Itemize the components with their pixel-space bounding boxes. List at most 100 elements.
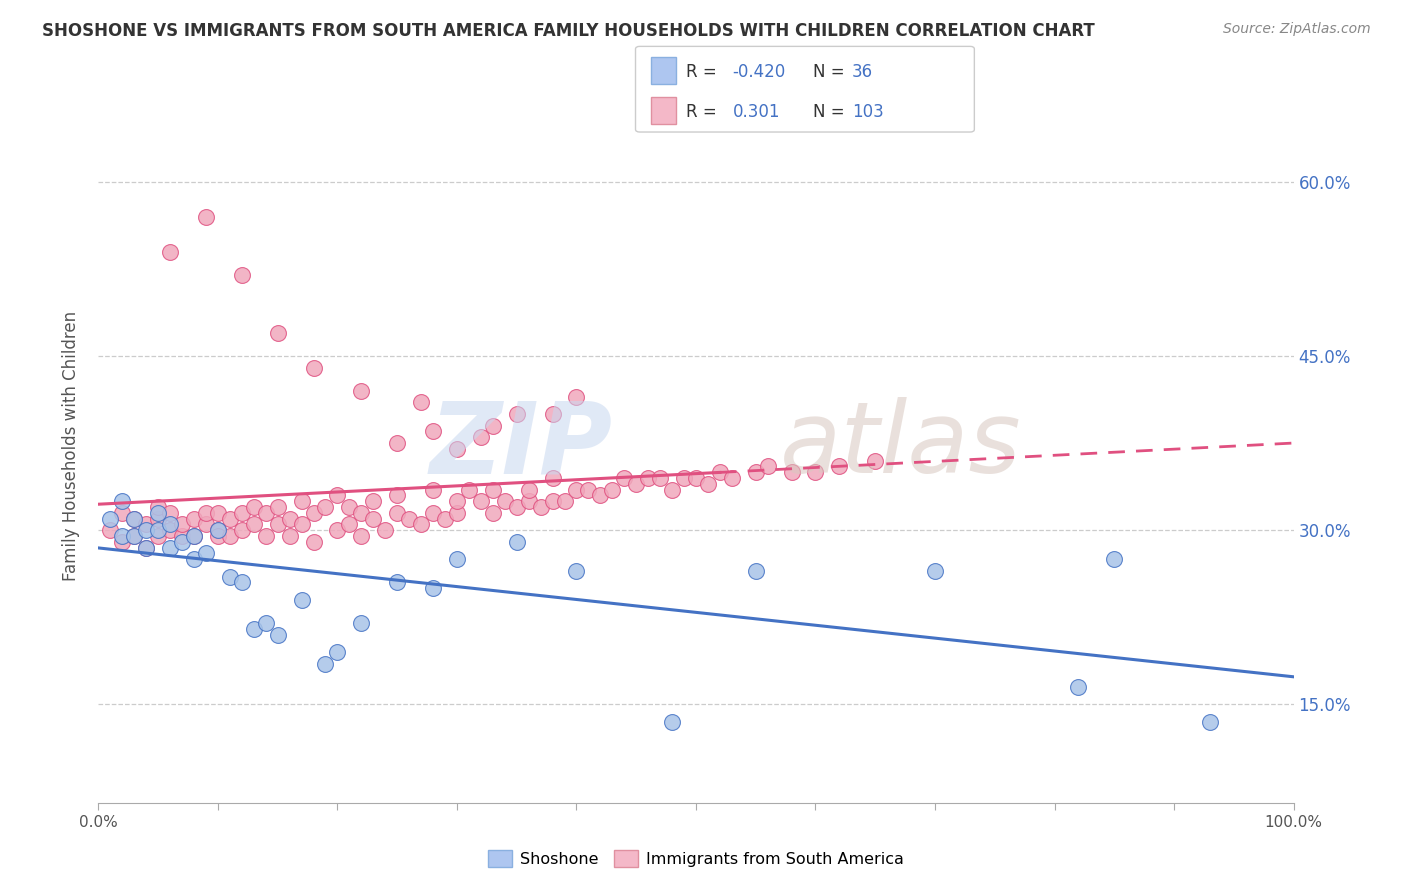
Point: [302, 360, 325, 375]
Text: R =: R =: [686, 103, 723, 120]
Point: [422, 483, 444, 497]
Text: -0.420: -0.420: [733, 62, 786, 80]
Text: Source: ZipAtlas.com: Source: ZipAtlas.com: [1223, 22, 1371, 37]
Point: [398, 511, 420, 525]
Text: ZIP: ZIP: [429, 398, 613, 494]
Point: [231, 575, 253, 590]
Point: [446, 552, 468, 566]
Point: [124, 529, 146, 543]
Point: [135, 517, 157, 532]
Point: [446, 494, 468, 508]
Point: [565, 564, 588, 578]
Point: [159, 541, 181, 555]
Point: [745, 465, 768, 479]
Point: [565, 390, 588, 404]
Point: [411, 395, 433, 409]
Point: [124, 511, 146, 525]
Point: [685, 471, 707, 485]
Point: [1067, 680, 1090, 694]
Point: [111, 506, 134, 520]
Text: N =: N =: [813, 62, 849, 80]
Point: [148, 529, 170, 543]
Point: [422, 581, 444, 595]
Point: [481, 506, 505, 520]
Point: [350, 384, 373, 398]
Point: [183, 552, 205, 566]
Point: [530, 500, 553, 514]
Y-axis label: Family Households with Children: Family Households with Children: [62, 311, 80, 581]
Point: [254, 529, 277, 543]
Point: [254, 615, 277, 630]
Point: [231, 268, 253, 282]
Point: [541, 494, 564, 508]
Point: [278, 529, 301, 543]
Point: [411, 517, 433, 532]
Point: [231, 523, 253, 537]
Point: [326, 645, 349, 659]
Point: [243, 500, 266, 514]
Point: [350, 529, 373, 543]
Point: [637, 471, 659, 485]
Point: [745, 564, 768, 578]
Point: [626, 476, 648, 491]
Point: [673, 471, 696, 485]
Point: [159, 244, 181, 259]
Point: [219, 511, 242, 525]
Legend: Shoshone, Immigrants from South America: Shoshone, Immigrants from South America: [481, 843, 911, 873]
Point: [159, 523, 181, 537]
Text: 36: 36: [852, 62, 873, 80]
Point: [804, 465, 827, 479]
Point: [267, 500, 290, 514]
Point: [506, 407, 529, 421]
Point: [385, 575, 409, 590]
Point: [111, 494, 134, 508]
Point: [135, 523, 157, 537]
Point: [148, 523, 170, 537]
Point: [602, 483, 624, 497]
Point: [291, 517, 314, 532]
Point: [207, 523, 229, 537]
Text: 103: 103: [852, 103, 884, 120]
Point: [267, 326, 290, 340]
Text: R =: R =: [686, 62, 723, 80]
Point: [172, 517, 194, 532]
Point: [326, 488, 349, 502]
Point: [195, 210, 218, 224]
Point: [172, 529, 194, 543]
Point: [385, 488, 409, 502]
Point: [291, 592, 314, 607]
Point: [195, 517, 218, 532]
Point: [135, 541, 157, 555]
Point: [385, 506, 409, 520]
Point: [315, 500, 337, 514]
Point: [589, 488, 612, 502]
Point: [135, 541, 157, 555]
Point: [697, 476, 720, 491]
Point: [339, 500, 361, 514]
Point: [506, 534, 529, 549]
Point: [470, 494, 492, 508]
Point: [865, 453, 887, 467]
Point: [243, 622, 266, 636]
Text: SHOSHONE VS IMMIGRANTS FROM SOUTH AMERICA FAMILY HOUSEHOLDS WITH CHILDREN CORREL: SHOSHONE VS IMMIGRANTS FROM SOUTH AMERIC…: [42, 22, 1095, 40]
Point: [554, 494, 576, 508]
Point: [278, 511, 301, 525]
Point: [195, 546, 218, 560]
Point: [385, 436, 409, 450]
Point: [243, 517, 266, 532]
Point: [207, 529, 229, 543]
Point: [267, 517, 290, 532]
Point: [195, 506, 218, 520]
Point: [565, 483, 588, 497]
Point: [207, 506, 229, 520]
Point: [326, 523, 349, 537]
Point: [254, 506, 277, 520]
Point: [517, 483, 540, 497]
Point: [481, 418, 505, 433]
Point: [207, 523, 229, 537]
Point: [183, 511, 205, 525]
Point: [422, 506, 444, 520]
Point: [339, 517, 361, 532]
Point: [98, 511, 122, 525]
Point: [709, 465, 731, 479]
